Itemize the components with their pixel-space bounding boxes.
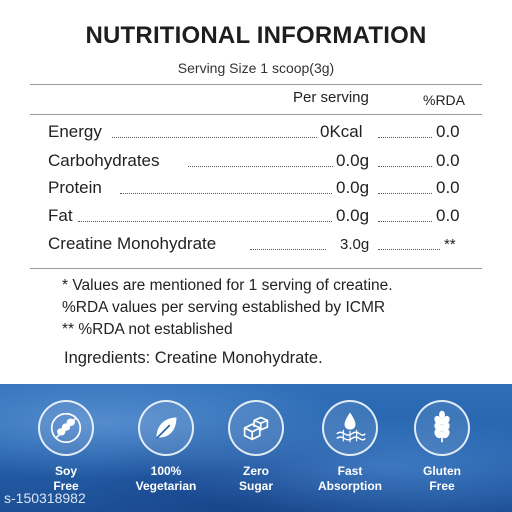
row-rda: **	[444, 236, 456, 253]
watermark: s-150318982	[4, 490, 86, 506]
divider-bottom	[30, 268, 482, 269]
page-title: NUTRITIONAL INFORMATION	[85, 22, 427, 49]
header-per-serving: Per serving	[293, 89, 369, 106]
nutrition-row-protein: Protein 0.0g 0.0	[48, 178, 468, 200]
row-rda: 0.0	[436, 206, 460, 225]
row-rda: 0.0	[436, 151, 460, 170]
ingredients: Ingredients: Creatine Monohydrate.	[64, 349, 323, 367]
header-rda: %RDA	[423, 92, 466, 108]
row-value: 0.0g	[336, 178, 370, 197]
badge-zero-sugar: Zero Sugar	[216, 400, 296, 494]
nutrition-row-creatine: Creatine Monohydrate 3.0g **	[48, 234, 468, 256]
badge-line1: Soy	[54, 464, 77, 478]
badge-line1: Zero	[242, 464, 269, 478]
divider-top	[30, 84, 482, 85]
badge-line2: Free	[53, 479, 79, 493]
badge-fast-absorption: Fast Absorption	[310, 400, 390, 494]
dotted-leader	[378, 249, 440, 250]
features-banner: Soy Free 100% Vegetarian Zero Sugar	[0, 384, 512, 512]
footnote-serving: * Values are mentioned for 1 serving of …	[62, 277, 393, 294]
badge-line1: Fast	[337, 464, 363, 478]
dotted-leader	[188, 166, 333, 167]
badge-gluten-free: Gluten Free	[402, 400, 482, 494]
badge-line2: Vegetarian	[135, 479, 197, 493]
dotted-leader	[378, 193, 432, 194]
dotted-leader	[112, 137, 317, 138]
row-value: 0.0g	[336, 206, 370, 225]
badge-line2: Sugar	[238, 479, 273, 493]
sugar-cubes-icon	[228, 400, 284, 456]
footnote-not-established: ** %RDA not established	[62, 321, 233, 338]
row-label: Creatine Monohydrate	[48, 234, 217, 253]
badge-soy-free: Soy Free	[26, 400, 106, 494]
wheat-icon	[414, 400, 470, 456]
nutrition-row-carbohydrates: Carbohydrates 0.0g 0.0	[48, 151, 468, 173]
dotted-leader	[378, 166, 432, 167]
badge-vegetarian: 100% Vegetarian	[126, 400, 206, 494]
row-rda: 0.0	[436, 178, 460, 197]
row-label: Energy	[48, 122, 102, 141]
row-value: 0.0g	[336, 151, 370, 170]
row-value: 3.0g	[340, 236, 370, 253]
dotted-leader	[378, 137, 432, 138]
row-label: Carbohydrates	[48, 151, 160, 170]
divider-header	[30, 114, 482, 115]
dotted-leader	[250, 249, 326, 250]
soy-free-icon	[38, 400, 94, 456]
dotted-leader	[78, 221, 332, 222]
badge-line1: Gluten	[423, 464, 461, 478]
badge-line2: Absorption	[318, 479, 382, 493]
nutrition-row-fat: Fat 0.0g 0.0	[48, 206, 468, 228]
row-value: 0Kcal	[320, 122, 363, 141]
footnote-icmr: %RDA values per serving established by I…	[62, 299, 386, 316]
dotted-leader	[378, 221, 432, 222]
row-rda: 0.0	[436, 122, 460, 141]
leaf-icon	[138, 400, 194, 456]
absorption-icon	[322, 400, 378, 456]
nutrition-row-energy: Energy 0Kcal 0.0	[48, 122, 468, 144]
serving-size: Serving Size 1 scoop(3g)	[177, 60, 335, 76]
badge-line1: 100%	[150, 464, 182, 478]
dotted-leader	[120, 193, 332, 194]
badge-line2: Free	[429, 479, 455, 493]
row-label: Protein	[48, 178, 102, 197]
row-label: Fat	[48, 206, 73, 225]
